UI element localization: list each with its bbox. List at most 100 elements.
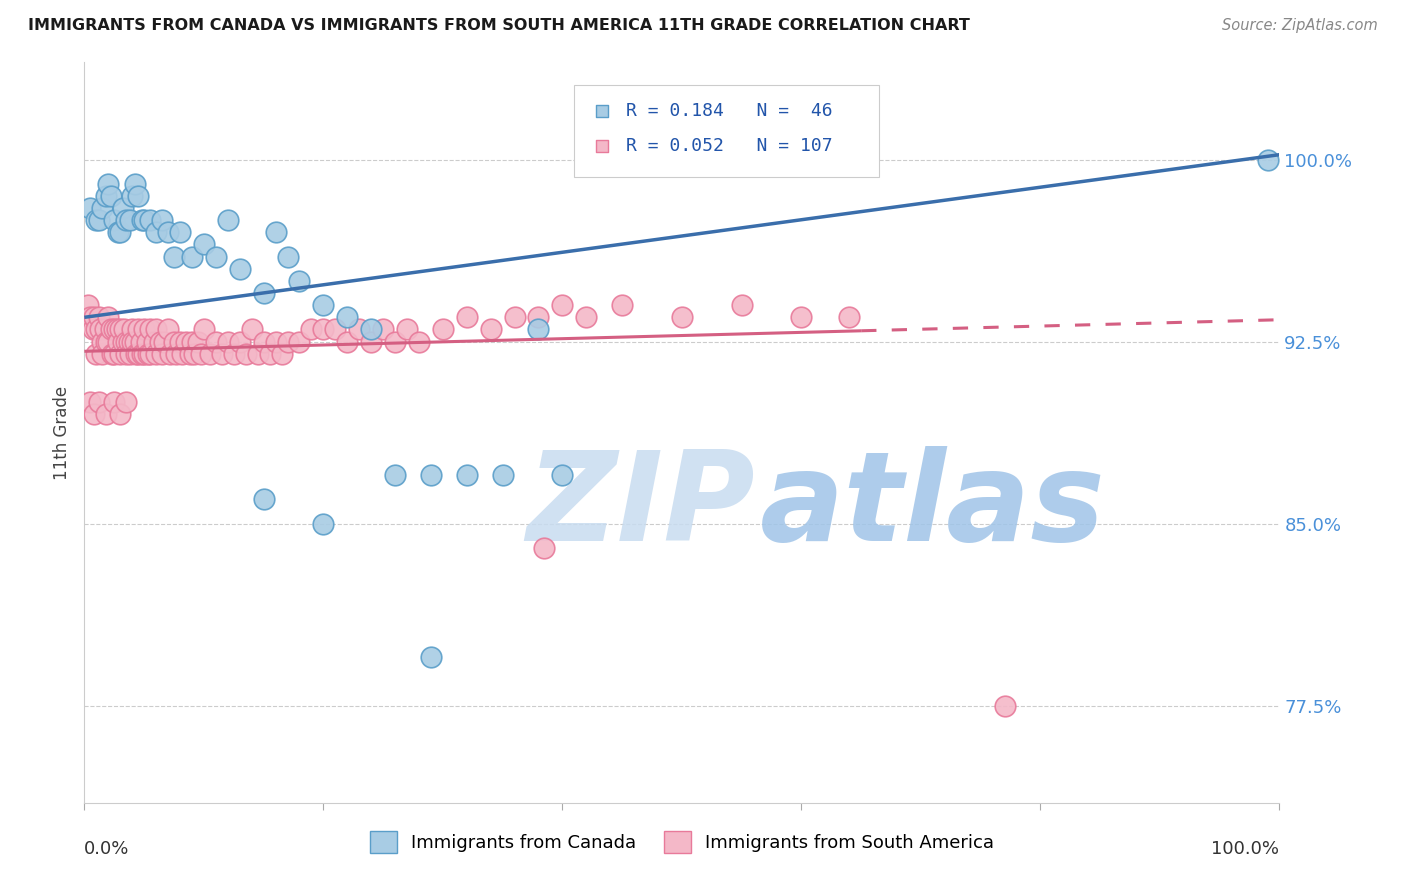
Point [349,322,371,336]
Point [396,322,419,336]
Point [671,310,693,325]
Point [111,334,134,349]
Point [1257,153,1279,167]
Point [150,213,173,227]
Point [229,334,252,349]
Point [142,334,165,349]
Point [150,347,173,361]
Point [169,225,191,239]
Point [110,347,132,361]
Point [384,468,406,483]
Point [127,322,149,336]
Point [408,334,430,349]
Point [181,250,204,264]
Point [139,322,162,336]
Point [360,334,382,349]
Point [384,334,406,349]
Point [270,347,292,361]
Point [118,347,141,361]
Point [125,347,148,361]
Point [94,334,117,349]
Point [288,334,311,349]
Point [240,322,263,336]
Point [575,310,598,325]
Point [93,322,115,336]
Point [456,468,478,483]
Point [235,347,257,361]
Point [139,347,162,361]
Point [312,322,335,336]
Point [110,225,132,239]
Point [91,201,114,215]
Point [91,347,114,361]
Legend: Immigrants from Canada, Immigrants from South America: Immigrants from Canada, Immigrants from … [363,824,1001,861]
Point [360,322,382,336]
Point [145,225,167,239]
Point [83,310,105,325]
Point [163,250,186,264]
Point [115,213,138,227]
Point [165,347,187,361]
Point [838,310,860,325]
Point [94,408,117,422]
Point [86,322,108,336]
Point [86,213,108,227]
Point [373,322,395,336]
Point [110,322,132,336]
Point [527,310,550,325]
Point [79,201,101,215]
Point [159,347,181,361]
Point [253,334,276,349]
Point [97,177,120,191]
Y-axis label: 11th Grade: 11th Grade [53,385,72,480]
Point [994,698,1017,713]
Point [612,298,634,312]
Point [229,261,252,276]
Point [82,322,104,336]
Point [121,334,143,349]
Point [77,298,100,312]
Point [591,426,613,441]
Point [103,395,125,409]
Point [118,213,141,227]
Point [492,468,515,483]
Point [124,334,146,349]
Point [89,322,111,336]
Point [139,213,162,227]
Text: R = 0.184   N =  46: R = 0.184 N = 46 [626,102,832,120]
Point [432,322,454,336]
Point [790,310,813,325]
Point [131,213,153,227]
Point [172,347,194,361]
Point [145,347,167,361]
Point [83,408,105,422]
Point [132,322,156,336]
Point [79,310,101,325]
Point [103,322,125,336]
Point [87,395,110,409]
Point [86,347,108,361]
Point [211,347,233,361]
Point [198,347,221,361]
Point [183,347,205,361]
Point [551,468,574,483]
Point [527,322,550,336]
Point [124,177,146,191]
Point [190,347,212,361]
Point [100,322,122,336]
Point [193,322,215,336]
Point [479,322,502,336]
Point [179,347,201,361]
Point [325,322,347,336]
Point [107,334,129,349]
Point [117,334,139,349]
Point [87,310,110,325]
Point [163,334,186,349]
Point [107,225,129,239]
Point [101,347,124,361]
Point [121,189,143,203]
Point [336,310,359,325]
Text: IMMIGRANTS FROM CANADA VS IMMIGRANTS FROM SOUTH AMERICA 11TH GRADE CORRELATION C: IMMIGRANTS FROM CANADA VS IMMIGRANTS FRO… [28,18,970,33]
Point [277,334,299,349]
Point [91,334,114,349]
